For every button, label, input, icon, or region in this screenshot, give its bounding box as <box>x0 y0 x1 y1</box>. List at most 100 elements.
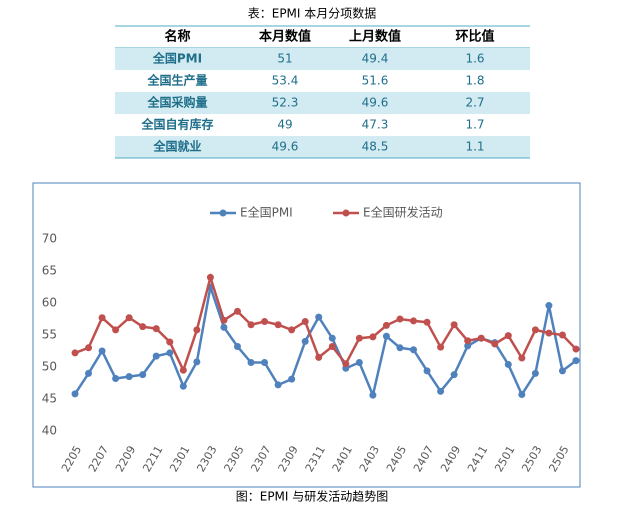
data-point <box>464 342 472 350</box>
data-point <box>315 353 323 361</box>
y-tick-label: 40 <box>42 424 57 438</box>
data-point <box>491 340 499 348</box>
y-tick-label: 70 <box>42 232 57 246</box>
legend-marker <box>342 209 350 217</box>
data-point <box>410 346 418 354</box>
data-point <box>193 358 201 366</box>
data-point <box>166 349 174 357</box>
table-row-band <box>115 48 530 70</box>
data-point <box>274 321 282 329</box>
data-point <box>437 343 445 351</box>
data-point <box>328 343 336 351</box>
data-point <box>410 317 418 325</box>
data-point <box>98 347 106 355</box>
table-header: 本月数值 <box>259 29 311 45</box>
data-point <box>179 366 187 374</box>
data-point <box>518 391 526 399</box>
y-tick-label: 55 <box>42 328 57 342</box>
table-cell: 51 <box>277 52 292 66</box>
data-point <box>85 369 93 377</box>
data-point <box>71 390 79 398</box>
table-cell: 全国就业 <box>152 139 201 154</box>
data-point <box>261 359 269 367</box>
chart-frame <box>32 182 581 488</box>
data-point <box>206 273 214 281</box>
data-point <box>477 334 485 342</box>
data-point <box>179 382 187 390</box>
data-point <box>274 381 282 389</box>
data-point <box>396 315 404 323</box>
data-point <box>85 344 93 352</box>
data-point <box>233 343 241 351</box>
data-point <box>369 391 377 399</box>
table-cell: 1.6 <box>465 52 484 66</box>
data-point <box>261 318 269 326</box>
table-header: 上月数值 <box>349 29 401 45</box>
data-point <box>328 334 336 342</box>
data-point <box>139 371 147 379</box>
data-point <box>450 371 458 379</box>
data-point <box>112 375 120 383</box>
data-point <box>504 360 512 368</box>
chart-caption: 图：EPMI 与研发活动趋势图 <box>236 489 389 504</box>
data-point <box>572 345 580 353</box>
data-point <box>193 326 201 334</box>
data-point <box>288 326 296 334</box>
table-cell: 53.4 <box>272 74 299 88</box>
data-point <box>504 332 512 340</box>
table-cell: 全国采购量 <box>146 95 207 110</box>
data-point <box>301 318 309 326</box>
data-point <box>139 323 147 331</box>
table-cell: 48.5 <box>362 140 389 154</box>
data-point <box>396 344 404 352</box>
table-cell: 47.3 <box>362 118 389 132</box>
table-caption: 表：EPMI 本月分项数据 <box>248 6 377 21</box>
table-row-band <box>115 92 530 114</box>
data-point <box>342 360 350 368</box>
data-point <box>315 313 323 321</box>
table-cell: 全国生产量 <box>146 73 207 88</box>
data-point <box>531 326 539 334</box>
data-point <box>220 316 228 324</box>
table-header: 名称 <box>164 29 190 45</box>
data-point <box>355 359 363 367</box>
data-point <box>152 325 160 333</box>
data-point <box>558 367 566 375</box>
legend-marker <box>219 209 227 217</box>
table-cell: 51.6 <box>362 74 389 88</box>
data-point <box>558 331 566 339</box>
data-point <box>233 307 241 315</box>
data-point <box>382 321 390 329</box>
data-point <box>518 354 526 362</box>
data-point <box>382 332 390 340</box>
table-cell: 1.8 <box>465 74 484 88</box>
data-point <box>572 357 580 365</box>
legend-label: E全国PMI <box>240 205 293 220</box>
data-point <box>423 318 431 326</box>
table-cell: 1.7 <box>465 118 484 132</box>
data-point <box>166 338 174 346</box>
table-cell: 49.4 <box>362 52 389 66</box>
data-point <box>437 387 445 395</box>
table-row-band <box>115 136 530 158</box>
data-point <box>247 321 255 329</box>
table-header: 环比值 <box>455 29 494 45</box>
table-cell: 1.1 <box>465 140 484 154</box>
y-tick-label: 65 <box>42 264 57 278</box>
y-tick-label: 45 <box>42 392 57 406</box>
data-point <box>247 359 255 367</box>
table-cell: 全国自有库存 <box>140 117 213 132</box>
data-point <box>450 321 458 329</box>
data-point <box>125 373 133 381</box>
y-tick-label: 50 <box>42 360 57 374</box>
legend-label: E全国研发活动 <box>363 205 443 220</box>
data-point <box>125 314 133 322</box>
data-point <box>545 302 553 310</box>
data-point <box>531 369 539 377</box>
table-cell: 49.6 <box>362 96 389 110</box>
data-point <box>152 352 160 360</box>
table-cell: 全国PMI <box>152 51 202 66</box>
data-point <box>369 333 377 341</box>
